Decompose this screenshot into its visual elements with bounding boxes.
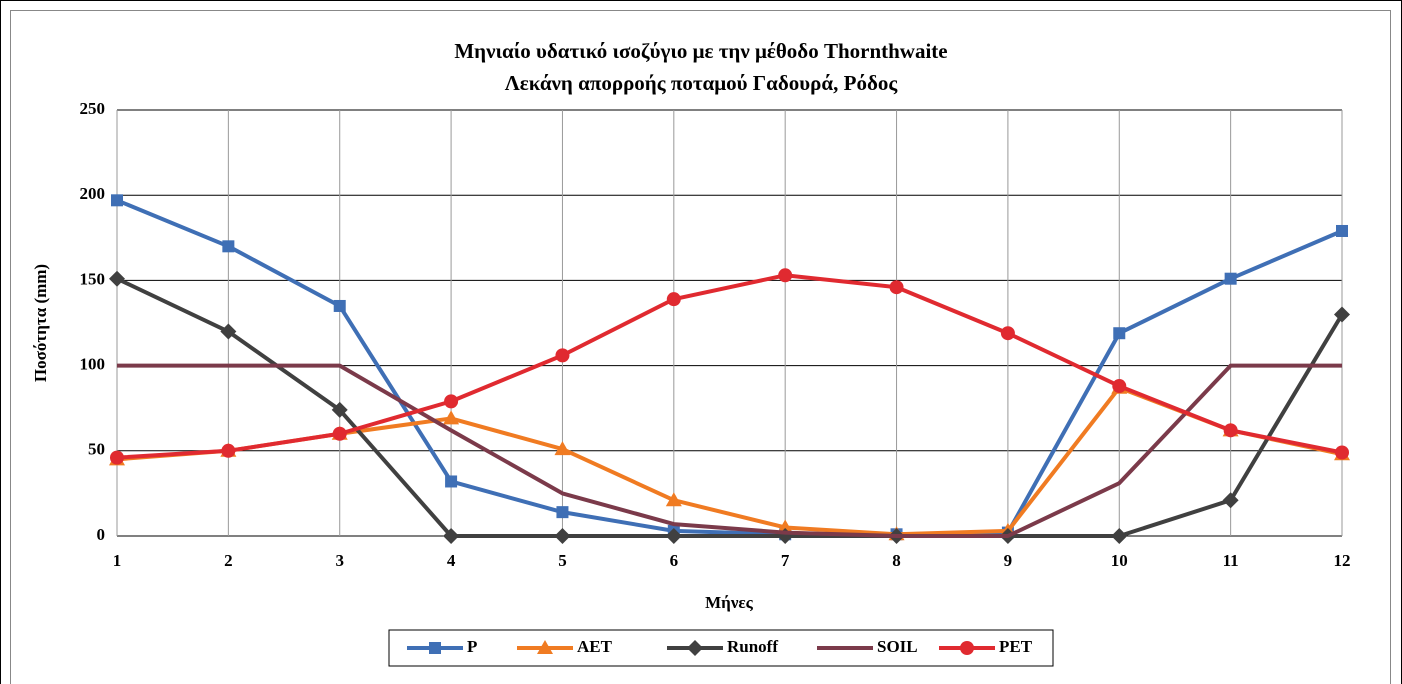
- data-point: [109, 270, 125, 287]
- data-point: [1112, 379, 1127, 394]
- y-tick-label: 50: [88, 440, 105, 459]
- legend-label: AET: [577, 637, 613, 656]
- series-line: [116, 273, 1343, 460]
- data-point: [778, 268, 793, 283]
- data-point: [1224, 272, 1237, 285]
- x-tick-label: 5: [558, 551, 567, 570]
- data-point: [777, 519, 794, 534]
- data-point: [332, 426, 347, 441]
- x-tick-label: 12: [1334, 551, 1351, 570]
- legend-label: P: [467, 637, 477, 656]
- y-tick-label: 250: [80, 99, 106, 118]
- y-tick-label: 150: [80, 269, 106, 288]
- legend-marker: [537, 640, 553, 654]
- series-line: [117, 363, 1342, 538]
- data-point: [1223, 423, 1238, 438]
- data-point: [554, 528, 571, 544]
- data-point: [1111, 528, 1128, 544]
- legend-marker: [429, 642, 441, 654]
- y-tick-label: 200: [80, 184, 106, 203]
- data-point: [443, 410, 460, 425]
- legend-marker: [960, 641, 974, 655]
- chart-border: [10, 10, 1391, 684]
- data-point: [444, 394, 459, 409]
- series-line: [116, 385, 1343, 537]
- data-point: [554, 441, 571, 456]
- y-tick-label: 100: [80, 355, 106, 374]
- data-point: [333, 299, 346, 312]
- y-axis-label: Ποσότητα (mm): [31, 264, 50, 382]
- data-point: [1335, 445, 1349, 460]
- data-point: [111, 194, 123, 207]
- x-tick-label: 11: [1223, 551, 1239, 570]
- x-tick-label: 1: [113, 551, 122, 570]
- data-point: [110, 450, 124, 465]
- legend-box: [388, 629, 1054, 667]
- data-point: [556, 506, 569, 519]
- data-point: [221, 443, 236, 458]
- data-point: [1336, 224, 1348, 237]
- data-point: [1334, 306, 1350, 323]
- x-tick-label: 2: [224, 551, 233, 570]
- legend-marker: [687, 640, 703, 656]
- data-point: [220, 323, 237, 340]
- legend-label: Runoff: [727, 637, 778, 656]
- legend-label: SOIL: [877, 637, 918, 656]
- x-tick-label: 4: [447, 551, 456, 570]
- x-tick-label: 8: [892, 551, 901, 570]
- data-point: [222, 240, 235, 253]
- data-point: [1000, 326, 1015, 341]
- data-point: [443, 528, 460, 544]
- data-point: [445, 475, 458, 488]
- data-point: [1222, 492, 1239, 509]
- data-point: [555, 348, 570, 363]
- series-line: [116, 198, 1343, 537]
- x-tick-label: 10: [1111, 551, 1128, 570]
- data-point: [1113, 327, 1126, 340]
- series-line: [116, 276, 1344, 538]
- data-point: [889, 280, 904, 295]
- x-tick-label: 3: [335, 551, 344, 570]
- x-tick-label: 9: [1004, 551, 1013, 570]
- data-point: [665, 528, 682, 544]
- chart-title: Λεκάνη απορροής ποταμού Γαδουρά, Ρόδος: [505, 71, 899, 95]
- x-axis-label: Μήνες: [705, 593, 754, 612]
- data-point: [666, 292, 681, 307]
- y-tick-label: 0: [97, 525, 106, 544]
- data-point: [665, 492, 682, 507]
- x-tick-label: 7: [781, 551, 790, 570]
- data-point: [331, 401, 348, 418]
- chart-title: Μηνιαίο υδατικό ισοζύγιο με την μέθοδο T…: [454, 39, 947, 63]
- legend-label: PET: [999, 637, 1033, 656]
- x-tick-label: 6: [670, 551, 679, 570]
